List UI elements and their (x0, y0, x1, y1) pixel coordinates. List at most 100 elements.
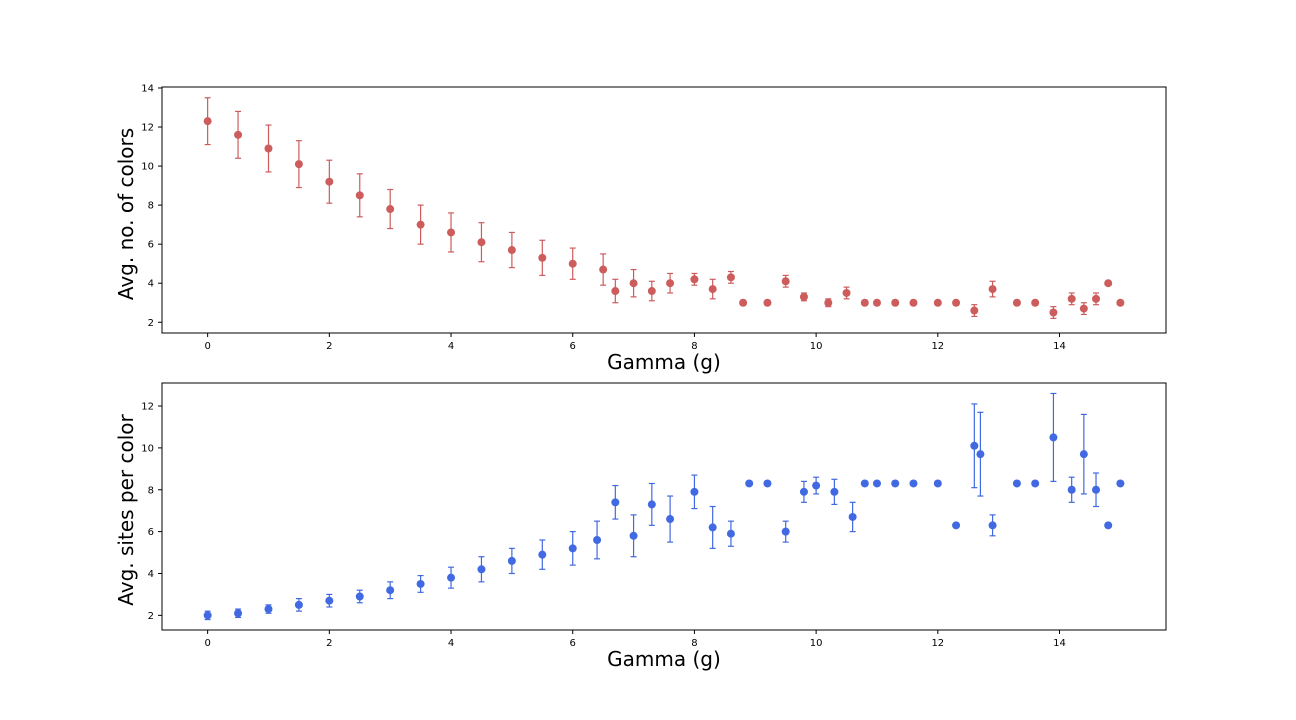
colors-chart: 0 2 4 6 8 10 12 14 2 4 6 8 10 12 14 Gamma (g) Avg. no.… (114, 83, 1167, 374)
sites-plot-frame (161, 382, 1167, 631)
sites-marker (416, 579, 425, 588)
colors-data-point (872, 298, 881, 307)
colors-data-point (988, 280, 997, 298)
sites-x-tick-label: 4 (448, 638, 454, 649)
colors-marker (264, 144, 273, 153)
colors-marker (708, 285, 717, 294)
colors-marker (1092, 294, 1101, 303)
colors-y-tick-label: 8 (148, 201, 154, 212)
sites-marker (234, 609, 243, 618)
sites-marker (593, 535, 602, 544)
sites-data-point (812, 476, 821, 495)
colors-data-point (264, 124, 273, 173)
sites-data-point (1031, 479, 1040, 488)
colors-data-point (1079, 302, 1088, 316)
colors-marker (447, 228, 456, 237)
sites-data-point (690, 474, 699, 510)
sites-x-tick-label: 10 (810, 638, 823, 649)
sites-data-point (872, 479, 881, 488)
colors-y-tick-label: 4 (148, 279, 154, 290)
sites-marker (355, 592, 364, 601)
sites-data-point (386, 581, 395, 600)
sites-data-point (507, 547, 516, 575)
colors-data-point (1049, 306, 1058, 319)
sites-marker (477, 565, 486, 574)
colors-marker (799, 292, 808, 301)
sites-data-point (1116, 479, 1125, 488)
colors-plot-frame (161, 86, 1167, 334)
colors-data-point (386, 188, 395, 230)
colors-data-point (1067, 292, 1076, 306)
colors-x-tick-label: 2 (326, 341, 332, 352)
colors-data-point (970, 304, 979, 318)
sites-marker (629, 531, 638, 540)
sites-data-point (234, 608, 243, 619)
sites-data-point (745, 479, 754, 488)
sites-y-tick-label: 4 (148, 569, 154, 580)
sites-marker (294, 600, 303, 609)
sites-marker (1104, 521, 1113, 530)
sites-data-point (1012, 479, 1021, 488)
sites-marker (1031, 479, 1040, 488)
sites-marker (666, 515, 675, 524)
sites-marker (976, 450, 985, 459)
colors-y-tick-label: 6 (148, 240, 154, 251)
sites-data-point (781, 520, 790, 543)
sites-data-point (264, 604, 273, 614)
colors-marker (1067, 294, 1076, 303)
sites-data-point (203, 610, 212, 621)
sites-data-point (629, 514, 638, 558)
sites-marker (568, 544, 577, 553)
colors-marker (824, 298, 833, 307)
colors-data-point (781, 274, 790, 288)
sites-marker (325, 596, 334, 605)
colors-marker (611, 287, 620, 296)
sites-data-point (830, 478, 839, 506)
sites-marker (781, 527, 790, 536)
sites-x-tick-label: 2 (326, 638, 332, 649)
sites-marker (611, 498, 620, 507)
colors-data-point (203, 97, 212, 146)
colors-data-point (763, 298, 772, 307)
sites-marker (799, 487, 808, 496)
colors-marker (1116, 298, 1125, 307)
sites-data-point (325, 593, 334, 608)
sites-data-point (294, 598, 303, 612)
colors-data-point (294, 140, 303, 189)
colors-marker (690, 275, 699, 284)
colors-marker (1049, 308, 1058, 317)
sites-data-point (976, 411, 985, 497)
colors-x-tick-label: 14 (1053, 341, 1066, 352)
sites-data-point (1092, 472, 1101, 508)
sites-marker (386, 586, 395, 595)
colors-data-point (708, 278, 717, 300)
sites-chart: 0 2 4 6 8 10 12 14 2 4 6 8 10 12 Gamma (g) Avg. sites… (114, 382, 1167, 671)
colors-marker (952, 298, 961, 307)
colors-marker (355, 191, 364, 200)
colors-ticks: 0 2 4 6 8 10 12 14 2 4 6 8 10 12 14 (141, 83, 1066, 352)
sites-data-point (799, 480, 808, 503)
colors-data-point (611, 278, 620, 304)
sites-data-point (891, 479, 900, 488)
colors-marker (416, 220, 425, 229)
colors-marker (781, 277, 790, 286)
colors-marker (599, 265, 608, 274)
colors-marker (909, 298, 918, 307)
colors-marker (294, 160, 303, 169)
sites-marker (891, 479, 900, 488)
colors-data-point (355, 173, 364, 218)
colors-data-point (726, 270, 735, 284)
colors-x-axis-label: Gamma (g) (607, 350, 721, 374)
sites-data-point (611, 484, 620, 520)
colors-data-point (416, 204, 425, 245)
sites-series (203, 392, 1125, 621)
sites-marker (726, 529, 735, 538)
colors-data-point (447, 212, 456, 253)
sites-marker (507, 556, 516, 565)
colors-marker (726, 273, 735, 282)
sites-marker (860, 479, 869, 488)
colors-x-tick-label: 8 (691, 341, 697, 352)
sites-data-point (666, 495, 675, 543)
sites-data-point (355, 589, 364, 604)
